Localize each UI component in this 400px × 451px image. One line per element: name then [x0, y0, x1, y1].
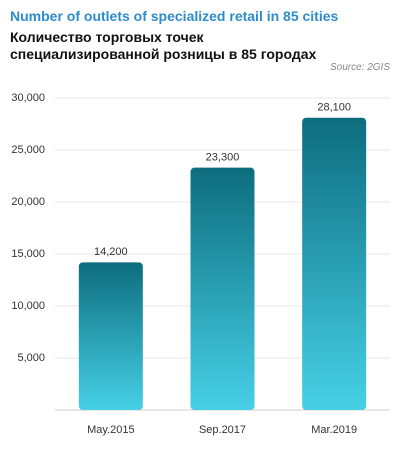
bar [302, 117, 367, 410]
bar [190, 167, 255, 410]
bar [78, 262, 143, 410]
value-label: 23,300 [206, 152, 240, 164]
x-tick-label: Sep.2017 [199, 424, 246, 436]
y-tick-label: 10,000 [11, 300, 45, 312]
y-tick-label: 5,000 [17, 352, 45, 364]
y-tick-label: 30,000 [11, 92, 45, 104]
y-tick-label: 15,000 [11, 248, 45, 260]
value-label: 28,100 [317, 102, 351, 114]
chart-subtitle: Количество торговых точек специализирова… [10, 29, 317, 62]
x-tick-label: May.2015 [87, 424, 135, 436]
value-label: 14,200 [94, 246, 128, 258]
x-tick-label: Mar.2019 [311, 424, 357, 436]
y-tick-label: 25,000 [11, 144, 45, 156]
chart-title: Number of outlets of specialized retail … [10, 8, 339, 24]
y-tick-label: 20,000 [11, 196, 45, 208]
source-note: Source: 2GIS [329, 62, 390, 73]
